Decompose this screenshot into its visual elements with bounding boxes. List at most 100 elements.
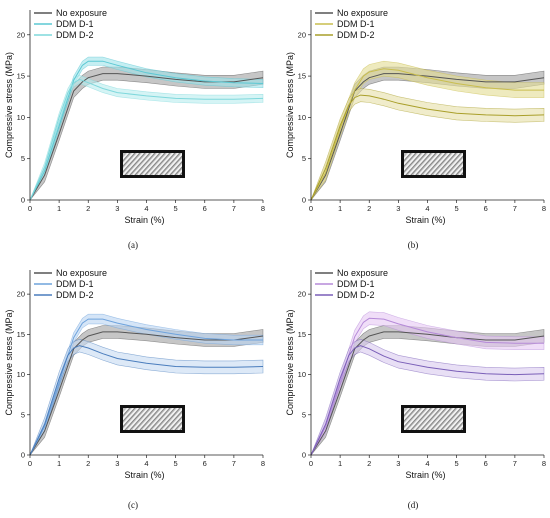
specimen-pattern — [435, 408, 457, 430]
specimen-pattern — [123, 408, 129, 415]
specimen-pattern — [137, 408, 159, 430]
specimen-pattern — [453, 163, 463, 175]
specimen-pattern — [425, 408, 447, 430]
specimen-pattern — [134, 408, 156, 430]
specimen-pattern — [443, 153, 463, 175]
specimen-pattern — [415, 408, 437, 430]
specimen-pattern — [410, 153, 432, 175]
series-band — [310, 338, 545, 456]
specimen-pattern — [458, 169, 463, 175]
y-axis-label: Compressive stress (MPa) — [285, 309, 295, 415]
legend-label: DDM D-2 — [337, 290, 375, 300]
specimen-pattern — [139, 408, 161, 430]
x-tick-label: 1 — [57, 204, 61, 213]
specimen-pattern — [405, 153, 427, 175]
specimen-pattern — [123, 408, 141, 428]
specimen-pattern — [124, 408, 146, 430]
x-tick-label: 5 — [455, 459, 459, 468]
specimen-pattern — [129, 408, 151, 430]
specimen-pattern — [154, 408, 176, 430]
specimen-pattern — [167, 158, 182, 175]
specimen-pattern — [185, 153, 205, 175]
specimen-pattern — [154, 153, 176, 175]
specimen-pattern — [455, 421, 463, 430]
specimen-pattern — [469, 153, 489, 175]
chart-panel: 0 1 2 3 4 5 6 7 8 0 5 10 15 20 Strain (%) Compressive s… — [4, 268, 265, 510]
specimen-pattern — [404, 153, 417, 167]
specimen-pattern — [123, 408, 136, 422]
specimen-pattern — [123, 408, 139, 426]
x-tick-label: 8 — [542, 204, 546, 213]
legend-label: No exposure — [337, 268, 388, 278]
specimen-pattern — [448, 158, 463, 175]
x-tick-label: 3 — [396, 459, 400, 468]
x-axis-label: Strain (%) — [124, 215, 164, 225]
specimen-pattern — [450, 416, 463, 430]
series-line — [310, 94, 545, 201]
specimen-pattern — [430, 408, 452, 430]
specimen-pattern — [123, 153, 134, 166]
specimen-pattern — [137, 153, 159, 175]
specimen-pattern — [448, 413, 463, 430]
specimen-pattern — [413, 153, 435, 175]
x-tick-label: 1 — [338, 459, 342, 468]
specimen-pattern — [149, 408, 171, 430]
specimen-pattern — [433, 153, 455, 175]
legend-label: DDM D-2 — [56, 290, 94, 300]
specimen-pattern — [428, 408, 450, 430]
specimen-pattern — [443, 408, 463, 430]
specimen-pattern — [188, 408, 208, 430]
specimen-pattern — [134, 153, 156, 175]
specimen-pattern — [404, 408, 415, 421]
specimen-pattern — [132, 408, 154, 430]
y-tick-label: 15 — [298, 72, 306, 81]
y-tick-label: 15 — [298, 330, 306, 339]
x-tick-label: 4 — [144, 459, 148, 468]
specimen-pattern — [445, 155, 463, 175]
y-tick-label: 0 — [302, 451, 306, 460]
specimen-pattern — [435, 153, 457, 175]
specimen-pattern — [418, 153, 440, 175]
chart-panel: 0 1 2 3 4 5 6 7 8 0 5 10 15 20 Strain (%) Compressive s… — [4, 8, 265, 250]
legend-label: DDM D-2 — [56, 30, 94, 40]
panel-caption: (c) — [128, 500, 138, 510]
specimen-pattern — [152, 408, 174, 430]
specimen-pattern — [404, 408, 420, 426]
x-tick-label: 3 — [115, 459, 119, 468]
specimen-pattern — [190, 153, 210, 175]
x-tick-label: 7 — [232, 204, 236, 213]
specimen-pattern — [183, 408, 203, 430]
panel-caption: (d) — [408, 500, 419, 510]
specimen-pattern — [445, 410, 463, 430]
specimen-pattern — [405, 408, 427, 430]
specimen-pattern — [430, 153, 452, 175]
specimen-pattern — [425, 153, 447, 175]
specimen-pattern — [177, 169, 182, 175]
y-tick-label: 20 — [17, 290, 25, 299]
series-line — [310, 68, 544, 201]
specimen-pattern — [159, 153, 181, 175]
legend-label: No exposure — [56, 268, 107, 278]
y-tick-label: 5 — [302, 410, 306, 419]
y-tick-label: 0 — [21, 451, 25, 460]
specimen-pattern — [127, 408, 149, 430]
specimen-pattern — [423, 153, 445, 175]
y-tick-label: 10 — [17, 370, 25, 379]
specimen-pattern — [123, 153, 141, 173]
chart-panel: 0 1 2 3 4 5 6 7 8 0 5 10 15 20 Strain (%) Compressive s… — [285, 8, 546, 250]
specimen-pattern — [185, 408, 205, 430]
series-line — [310, 317, 544, 456]
series-line — [310, 73, 545, 201]
specimen-pattern — [413, 408, 435, 430]
series-line — [29, 60, 264, 201]
specimen-pattern — [453, 418, 463, 430]
specimen-pattern — [420, 408, 442, 430]
x-tick-label: 4 — [144, 204, 148, 213]
chart-panel: 0 1 2 3 4 5 6 7 8 0 5 10 15 20 Strain (%) Compressive s… — [285, 268, 546, 510]
x-tick-label: 3 — [115, 204, 119, 213]
specimen-pattern — [123, 153, 129, 160]
specimen-pattern — [455, 166, 463, 175]
legend-label: DDM D-1 — [56, 279, 94, 289]
specimen-pattern — [164, 155, 182, 175]
